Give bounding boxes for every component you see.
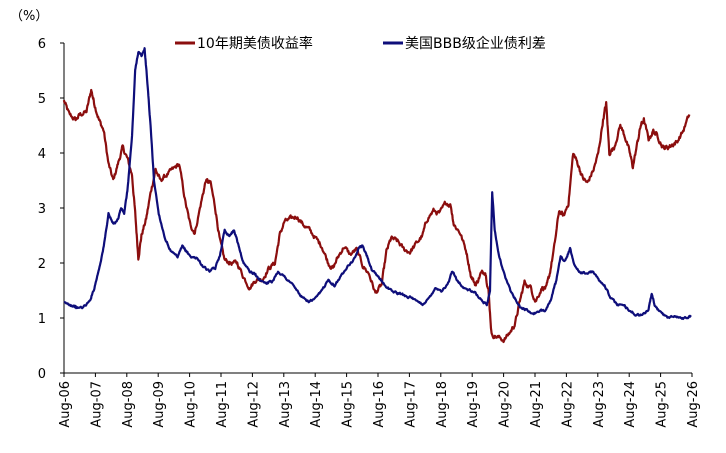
x-ticks: Aug-06 Aug-07 Aug-08 Aug-09 Aug-10 Aug-11 Aug-… [58, 373, 701, 428]
x-tick-label-13: Aug-19 [466, 381, 481, 428]
y-tick-label-2: 2 [38, 257, 46, 272]
y-ticks: 0 1 2 3 4 5 6 [38, 37, 64, 382]
x-tick-label-1: Aug-07 [89, 381, 104, 428]
series-line-1 [62, 88, 691, 344]
x-tick-label-11: Aug-17 [403, 381, 418, 428]
x-tick-label-8: Aug-14 [309, 381, 324, 428]
x-tick-label-5: Aug-11 [215, 381, 230, 428]
x-tick-label-0: Aug-06 [58, 381, 73, 428]
x-tick-label-3: Aug-09 [152, 381, 167, 428]
x-tick-label-20: Aug-26 [686, 381, 701, 428]
y-tick-label-0: 0 [38, 367, 46, 382]
y-tick-label-4: 4 [38, 147, 46, 162]
x-tick-label-12: Aug-18 [435, 381, 450, 428]
x-tick-label-17: Aug-23 [592, 381, 607, 428]
x-tick-label-19: Aug-25 [655, 381, 670, 428]
x-tick-label-18: Aug-24 [623, 381, 638, 428]
series-lines [62, 47, 692, 344]
y-tick-label-6: 6 [38, 37, 46, 52]
y-tick-label-3: 3 [38, 202, 46, 217]
x-tick-label-14: Aug-20 [498, 381, 513, 428]
x-tick-label-4: Aug-10 [184, 381, 199, 428]
x-tick-label-9: Aug-15 [341, 381, 356, 428]
y-unit-label: （%） [10, 9, 48, 24]
x-tick-label-10: Aug-16 [372, 381, 387, 428]
x-tick-label-15: Aug-21 [529, 381, 544, 428]
y-tick-label-1: 1 [38, 312, 46, 327]
x-tick-label-7: Aug-13 [278, 381, 293, 428]
y-tick-label-5: 5 [38, 92, 46, 107]
x-tick-label-2: Aug-08 [121, 381, 136, 428]
x-tick-label-6: Aug-12 [246, 381, 261, 428]
x-tick-label-16: Aug-22 [560, 381, 575, 428]
series-line-2 [63, 47, 692, 321]
legend-label-series-2: 美国BBB级企业债利差 [405, 35, 546, 52]
legend: 10年期美债收益率 美国BBB级企业债利差 [175, 35, 546, 52]
legend-label-series-1: 10年期美债收益率 [197, 35, 313, 52]
